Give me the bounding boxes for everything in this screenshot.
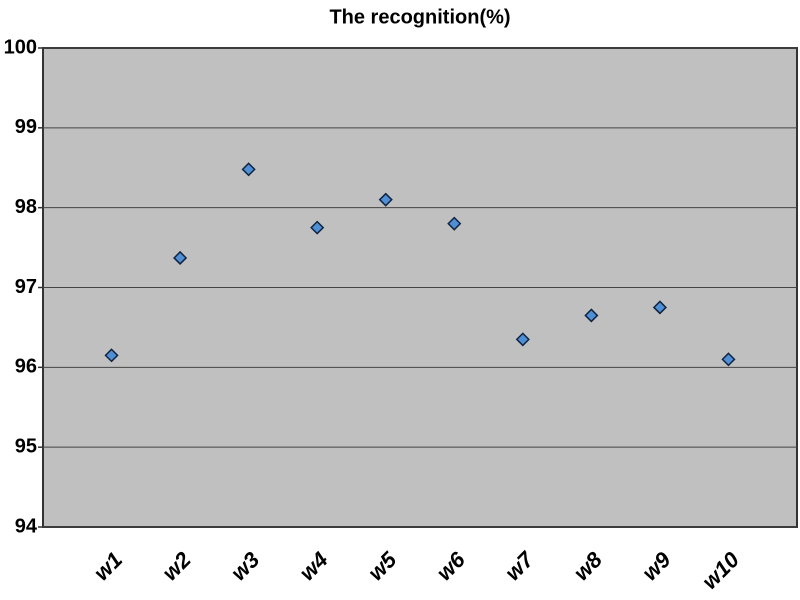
marker — [378, 192, 393, 207]
x-tick-label: w3 — [226, 547, 264, 585]
marker — [241, 162, 256, 177]
x-tick-label: w10 — [697, 546, 745, 594]
marker — [721, 352, 736, 367]
x-tick-label: w1 — [89, 547, 127, 585]
marker — [515, 332, 530, 347]
y-tick-label: 99 — [15, 116, 37, 138]
marker — [104, 348, 119, 363]
y-tick-label: 98 — [15, 196, 37, 218]
marker — [173, 250, 188, 266]
y-tick-label: 100 — [4, 36, 37, 58]
y-tick-label: 97 — [15, 276, 37, 298]
x-tick-label: w4 — [294, 547, 332, 585]
x-tick-label: w9 — [637, 546, 676, 585]
y-tick-label: 96 — [15, 356, 37, 378]
y-tick-label: 95 — [15, 435, 37, 457]
marker — [310, 220, 325, 235]
marker — [652, 300, 667, 315]
chart-title: The recognition(%) — [329, 6, 510, 28]
x-tick-label: w8 — [569, 546, 608, 585]
x-tick-label: w6 — [431, 546, 470, 585]
x-tick-label: w2 — [157, 546, 196, 585]
x-tick-label: w5 — [363, 546, 402, 585]
marker — [584, 308, 599, 323]
x-tick-label: w7 — [500, 546, 540, 586]
y-tick-label: 94 — [15, 515, 38, 537]
marker — [447, 216, 462, 231]
